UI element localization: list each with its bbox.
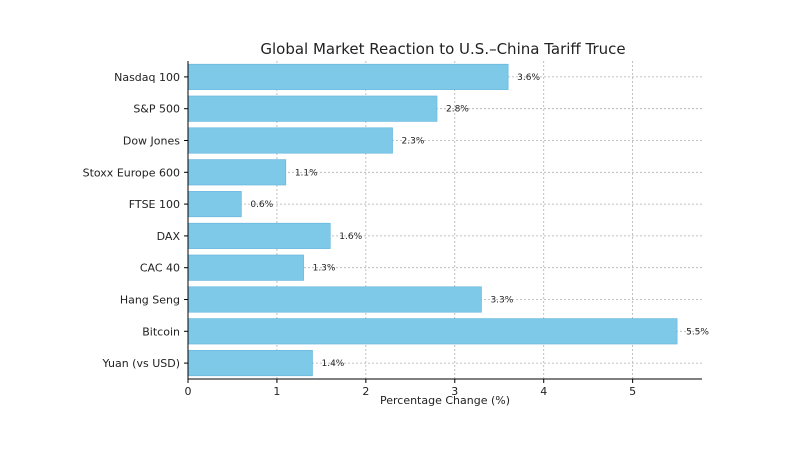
x-tick-label: 0 bbox=[185, 385, 192, 398]
category-label: Hang Seng bbox=[120, 294, 180, 307]
data-label: 1.3% bbox=[313, 264, 336, 274]
category-label: S&P 500 bbox=[133, 103, 180, 116]
x-tick-label: 2 bbox=[362, 385, 369, 398]
data-label: 2.3% bbox=[402, 137, 425, 147]
bar bbox=[187, 350, 313, 377]
data-label: 2.8% bbox=[446, 105, 469, 115]
x-tick-label: 4 bbox=[540, 385, 547, 398]
data-label: 1.1% bbox=[295, 168, 318, 178]
bar bbox=[187, 318, 678, 345]
category-label: Nasdaq 100 bbox=[114, 71, 180, 84]
labels: 0 1 2 3 4 5 Nasdaq 100 3.6% S&P 500 2.8% Dow Jones… bbox=[83, 71, 710, 398]
bar bbox=[187, 191, 242, 218]
category-label: FTSE 100 bbox=[129, 198, 180, 211]
category-label: Yuan (vs USD) bbox=[102, 357, 180, 370]
bar bbox=[187, 95, 438, 122]
data-label: 1.6% bbox=[339, 232, 362, 242]
data-label: 3.3% bbox=[490, 296, 513, 306]
bar bbox=[187, 254, 304, 281]
category-label: CAC 40 bbox=[140, 262, 180, 275]
data-label: 1.4% bbox=[321, 359, 344, 369]
category-label: Dow Jones bbox=[123, 135, 180, 148]
x-tick-label: 5 bbox=[629, 385, 636, 398]
bar bbox=[187, 222, 331, 249]
bar bbox=[187, 286, 482, 313]
chart-title: Global Market Reaction to U.S.–China Tar… bbox=[260, 40, 625, 58]
x-axis-label: Percentage Change (%) bbox=[380, 394, 510, 407]
x-tick-label: 1 bbox=[273, 385, 280, 398]
data-label: 0.6% bbox=[250, 200, 273, 210]
axes bbox=[187, 61, 702, 380]
category-label: Stoxx Europe 600 bbox=[83, 166, 180, 179]
category-label: Bitcoin bbox=[142, 325, 180, 338]
data-label: 5.5% bbox=[686, 327, 709, 337]
bar bbox=[187, 63, 509, 90]
bar bbox=[187, 127, 393, 154]
category-label: DAX bbox=[157, 230, 181, 243]
x-tick-label: 3 bbox=[451, 385, 458, 398]
data-label: 3.6% bbox=[517, 73, 540, 83]
bars bbox=[187, 63, 678, 377]
bar bbox=[187, 159, 287, 186]
